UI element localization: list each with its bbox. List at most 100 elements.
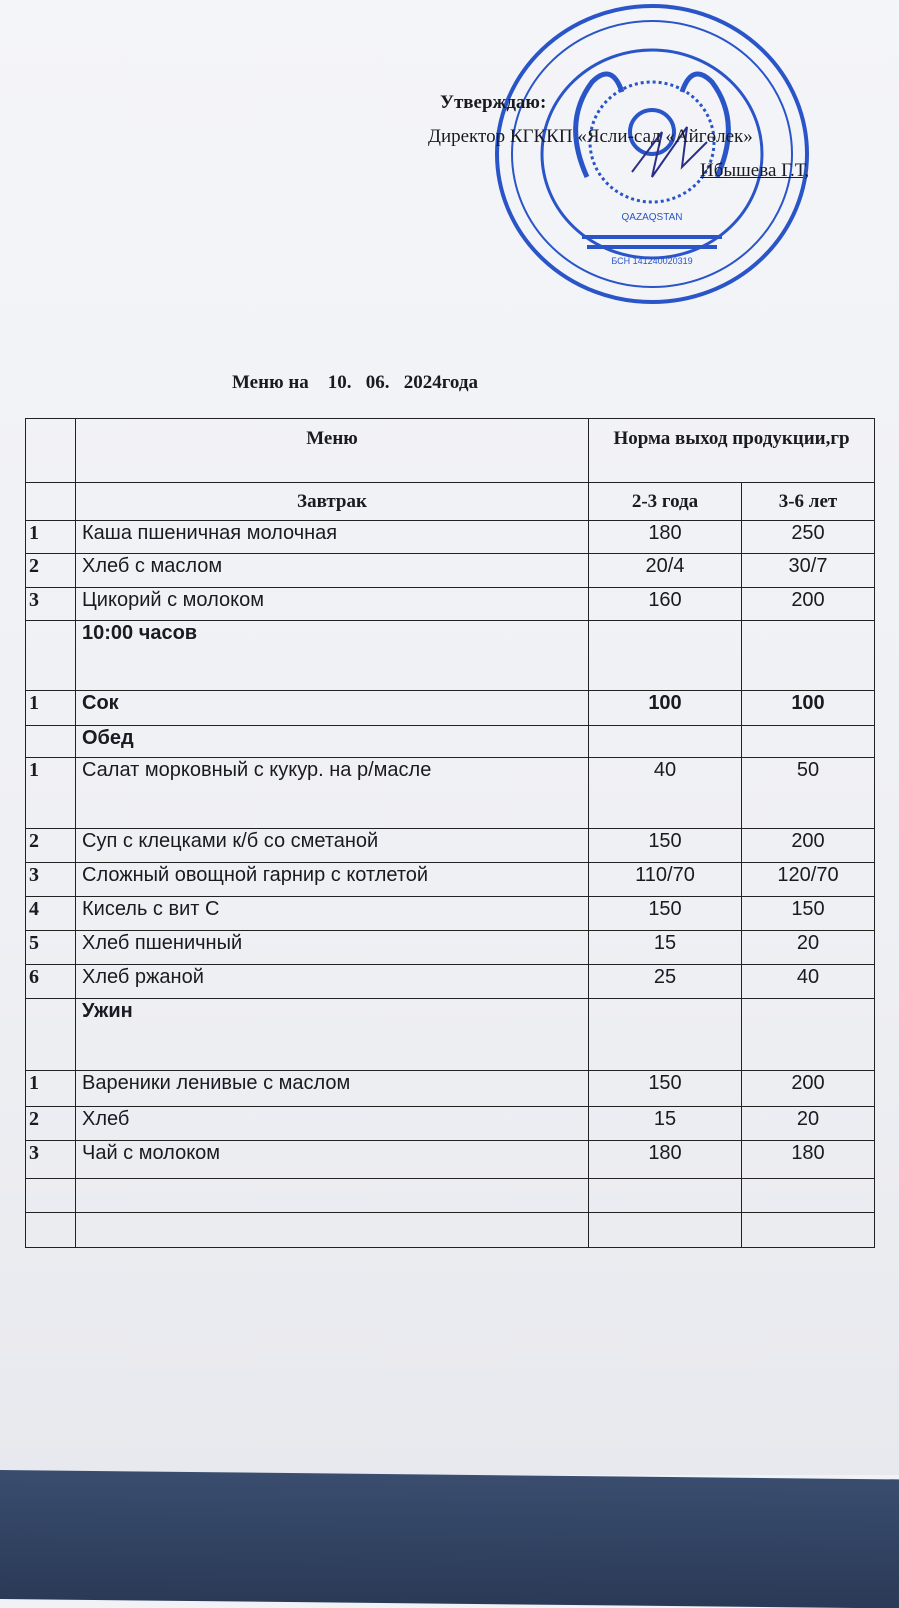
- portion-2-3: 25: [588, 964, 742, 999]
- row-number: 3: [25, 1140, 76, 1179]
- portion-2-3: 20/4: [588, 553, 742, 588]
- row-number: 1: [25, 757, 76, 829]
- dish-name: Хлеб пшеничный: [75, 930, 589, 965]
- dish-name: Салат морковный с кукур. на р/масле: [75, 757, 589, 829]
- portion-2-3: 15: [588, 930, 742, 965]
- row-number: 5: [25, 930, 76, 965]
- table-row: 4 Кисель с вит С 150 150: [25, 896, 875, 931]
- section-title: Обед: [75, 725, 589, 758]
- portion-3-6: 40: [741, 964, 875, 999]
- row-number: 1: [25, 1070, 76, 1107]
- table-row: 1 Каша пшеничная молочная 180 250: [25, 520, 875, 554]
- signature: [631, 126, 708, 178]
- portion-3-6: 200: [741, 1070, 875, 1107]
- row-number: [25, 620, 76, 691]
- portion-3-6: [741, 998, 875, 1071]
- portion-2-3: 15: [588, 1106, 742, 1141]
- portion-3-6: 100: [741, 690, 875, 726]
- portion-2-3: 150: [588, 828, 742, 863]
- portion-2-3: [588, 620, 742, 691]
- stamp-center-text: QAZAQSTAN: [622, 212, 683, 223]
- approval-director: Директор КГККП «Ясли-сад «Айгөлек»: [428, 126, 753, 147]
- row-number: 3: [25, 862, 76, 897]
- dish-name: Цикорий с молоком: [75, 587, 589, 621]
- dish-name: Каша пшеничная молочная: [75, 520, 589, 554]
- row-number: [25, 725, 76, 758]
- table-row: 2 Суп с клецками к/б со сметаной 150 200: [25, 828, 875, 863]
- row-number: 3: [25, 587, 76, 621]
- table-row: 5 Хлеб пшеничный 15 20: [25, 930, 875, 965]
- portion-2-3: 40: [588, 757, 742, 829]
- row-number: [25, 998, 76, 1071]
- header-row: Меню Норма выход продукции,гр: [25, 418, 875, 483]
- portion-2-3: 110/70: [588, 862, 742, 897]
- portion-3-6: 50: [741, 757, 875, 829]
- dish-name: [75, 1178, 589, 1213]
- portion-3-6: 200: [741, 828, 875, 863]
- section-row: Ужин: [25, 998, 875, 1071]
- page-title: Меню на 10. 06. 2024года: [232, 372, 478, 393]
- row-number: 1: [25, 520, 76, 554]
- portion-3-6: 20: [741, 1106, 875, 1141]
- dish-name: Хлеб с маслом: [75, 553, 589, 588]
- dish-name: [75, 1212, 589, 1248]
- row-number: [25, 1178, 76, 1213]
- dish-name: Чай с молоком: [75, 1140, 589, 1179]
- row-number: 2: [25, 553, 76, 588]
- row-number: [25, 1212, 76, 1248]
- portion-2-3: 180: [588, 1140, 742, 1179]
- dish-name: Сложный овощной гарнир с котлетой: [75, 862, 589, 897]
- row-number: 6: [25, 964, 76, 999]
- stamp-bin: БСН 141240020319: [611, 256, 692, 266]
- portion-2-3: 160: [588, 587, 742, 621]
- meal-breakfast: Завтрак: [75, 482, 589, 521]
- portion-3-6: 250: [741, 520, 875, 554]
- portion-3-6: 200: [741, 587, 875, 621]
- menu-header: Меню: [75, 418, 589, 483]
- table-row: 1 Вареники ленивые с маслом 150 200: [25, 1070, 875, 1107]
- norm-header: Норма выход продукции,гр: [588, 418, 875, 483]
- row-number: 1: [25, 690, 76, 726]
- section-row: 10:00 часов: [25, 620, 875, 691]
- age-2-3-header: 2-3 года: [588, 482, 742, 521]
- row-number: 2: [25, 828, 76, 863]
- portion-3-6: [741, 1178, 875, 1213]
- section-title: Ужин: [75, 998, 589, 1071]
- portion-3-6: 30/7: [741, 553, 875, 588]
- table-row: 2 Хлеб с маслом 20/4 30/7: [25, 553, 875, 588]
- portion-2-3: 150: [588, 896, 742, 931]
- portion-3-6: [741, 620, 875, 691]
- approval-name: Ибышева Г.Т,: [700, 160, 810, 181]
- portion-2-3: [588, 1212, 742, 1248]
- portion-2-3: 150: [588, 1070, 742, 1107]
- portion-3-6: 20: [741, 930, 875, 965]
- portion-3-6: 150: [741, 896, 875, 931]
- portion-3-6: 120/70: [741, 862, 875, 897]
- table-row: 3 Сложный овощной гарнир с котлетой 110/70…: [25, 862, 875, 897]
- portion-2-3: [588, 998, 742, 1071]
- table-row: 3 Чай с молоком 180 180: [25, 1140, 875, 1179]
- row-number: 4: [25, 896, 76, 931]
- dish-name: Сок: [75, 690, 589, 726]
- dish-name: Хлеб ржаной: [75, 964, 589, 999]
- dish-name: Суп с клецками к/б со сметаной: [75, 828, 589, 863]
- subheader-row: Завтрак 2-3 года 3-6 лет: [25, 482, 875, 521]
- dish-name: Кисель с вит С: [75, 896, 589, 931]
- portion-2-3: 180: [588, 520, 742, 554]
- table-row: 2 Хлеб 15 20: [25, 1106, 875, 1141]
- section-title: 10:00 часов: [75, 620, 589, 691]
- approval-heading: Утверждаю:: [440, 92, 547, 113]
- table-row: 6 Хлеб ржаной 25 40: [25, 964, 875, 999]
- table-row: [25, 1178, 875, 1213]
- background-surface: [0, 1470, 899, 1608]
- table-row: 1 Сок 100 100: [25, 690, 875, 726]
- portion-2-3: 100: [588, 690, 742, 726]
- official-stamp: QAZAQSTAN БСН 141240020319: [495, 4, 809, 304]
- section-row: Обед: [25, 725, 875, 758]
- portion-3-6: [741, 725, 875, 758]
- portion-2-3: [588, 1178, 742, 1213]
- table-row: [25, 1212, 875, 1248]
- age-3-6-header: 3-6 лет: [741, 482, 875, 521]
- dish-name: Хлеб: [75, 1106, 589, 1141]
- table-row: 1 Салат морковный с кукур. на р/масле 40 50: [25, 757, 875, 829]
